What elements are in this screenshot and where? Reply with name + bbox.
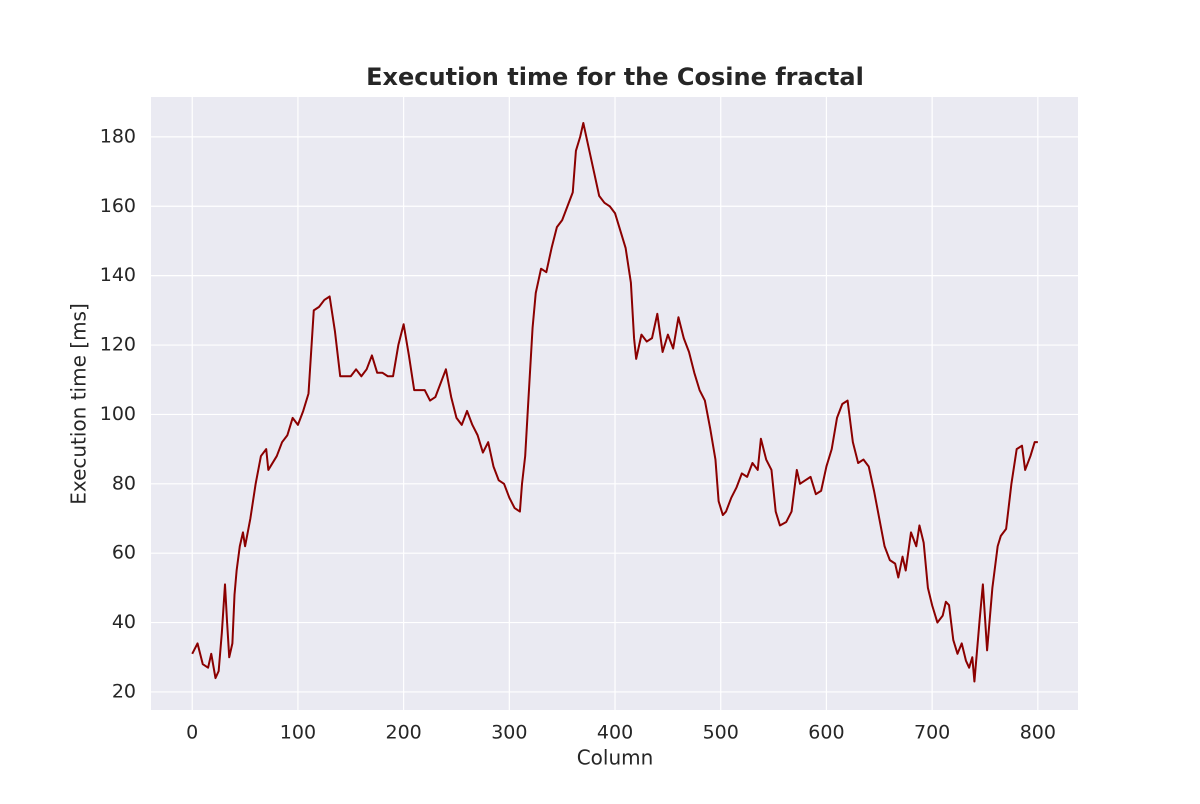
x-tick-label: 300 bbox=[491, 722, 527, 744]
y-tick-label: 20 bbox=[112, 680, 136, 702]
x-tick-label: 400 bbox=[597, 722, 633, 744]
x-tick-label: 0 bbox=[186, 722, 198, 744]
x-tick-label: 600 bbox=[808, 722, 844, 744]
y-tick-label: 120 bbox=[100, 334, 136, 356]
y-tick-label: 180 bbox=[100, 125, 136, 147]
x-tick-label: 700 bbox=[914, 722, 950, 744]
y-tick-label: 40 bbox=[112, 611, 136, 633]
data-line bbox=[191, 122, 1038, 683]
y-tick-label: 160 bbox=[100, 195, 136, 217]
x-tick-label: 200 bbox=[385, 722, 421, 744]
y-tick-label: 80 bbox=[112, 472, 136, 494]
y-tick-label: 140 bbox=[100, 264, 136, 286]
y-tick-label: 100 bbox=[100, 403, 136, 425]
x-tick-label: 100 bbox=[280, 722, 316, 744]
y-axis-label: Execution time [ms] bbox=[67, 303, 91, 505]
x-tick-label: 500 bbox=[703, 722, 739, 744]
chart-title: Execution time for the Cosine fractal bbox=[366, 63, 864, 91]
x-axis-label: Column bbox=[577, 746, 654, 770]
y-tick-label: 60 bbox=[112, 542, 136, 564]
x-tick-label: 800 bbox=[1020, 722, 1056, 744]
